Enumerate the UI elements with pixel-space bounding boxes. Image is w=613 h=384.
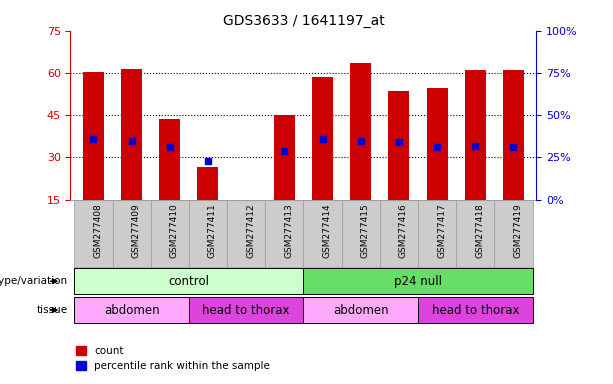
Bar xyxy=(389,91,409,200)
Text: GSM277410: GSM277410 xyxy=(170,203,179,258)
Bar xyxy=(113,200,151,267)
Text: p24 null: p24 null xyxy=(394,275,442,288)
Bar xyxy=(380,200,418,267)
Text: tissue: tissue xyxy=(36,305,67,315)
Bar xyxy=(303,200,341,267)
Bar xyxy=(265,200,303,267)
Title: GDS3633 / 1641197_at: GDS3633 / 1641197_at xyxy=(223,14,384,28)
Text: GSM277412: GSM277412 xyxy=(246,203,255,258)
Text: head to thorax: head to thorax xyxy=(202,304,290,316)
Bar xyxy=(189,297,303,323)
Text: abdomen: abdomen xyxy=(104,304,159,316)
Bar xyxy=(494,200,533,267)
Text: GSM277411: GSM277411 xyxy=(208,203,217,258)
Bar xyxy=(350,63,371,200)
Bar xyxy=(503,70,524,200)
Text: GSM277418: GSM277418 xyxy=(475,203,484,258)
Bar xyxy=(312,77,333,200)
Text: GSM277409: GSM277409 xyxy=(132,203,140,258)
Bar xyxy=(159,119,180,200)
Text: control: control xyxy=(169,275,210,288)
Bar xyxy=(197,167,218,200)
Bar xyxy=(274,115,295,200)
Text: GSM277415: GSM277415 xyxy=(360,203,370,258)
Bar xyxy=(303,297,418,323)
Bar xyxy=(303,268,533,294)
Legend: count, percentile rank within the sample: count, percentile rank within the sample xyxy=(75,346,270,371)
Bar xyxy=(74,200,113,267)
Text: GSM277419: GSM277419 xyxy=(514,203,522,258)
Bar xyxy=(83,71,104,200)
Bar xyxy=(227,200,265,267)
Text: GSM277413: GSM277413 xyxy=(284,203,294,258)
Bar xyxy=(418,200,456,267)
Text: head to thorax: head to thorax xyxy=(432,304,519,316)
Text: GSM277408: GSM277408 xyxy=(93,203,102,258)
Bar xyxy=(341,200,380,267)
Bar xyxy=(456,200,494,267)
Bar xyxy=(189,200,227,267)
Bar xyxy=(418,297,533,323)
Text: GSM277417: GSM277417 xyxy=(437,203,446,258)
Text: genotype/variation: genotype/variation xyxy=(0,276,67,286)
Bar xyxy=(74,297,189,323)
Bar xyxy=(74,268,303,294)
Text: GSM277416: GSM277416 xyxy=(399,203,408,258)
Bar xyxy=(427,88,447,200)
Bar xyxy=(121,69,142,200)
Text: GSM277414: GSM277414 xyxy=(322,203,332,258)
Bar xyxy=(151,200,189,267)
Bar xyxy=(465,70,485,200)
Text: abdomen: abdomen xyxy=(333,304,389,316)
